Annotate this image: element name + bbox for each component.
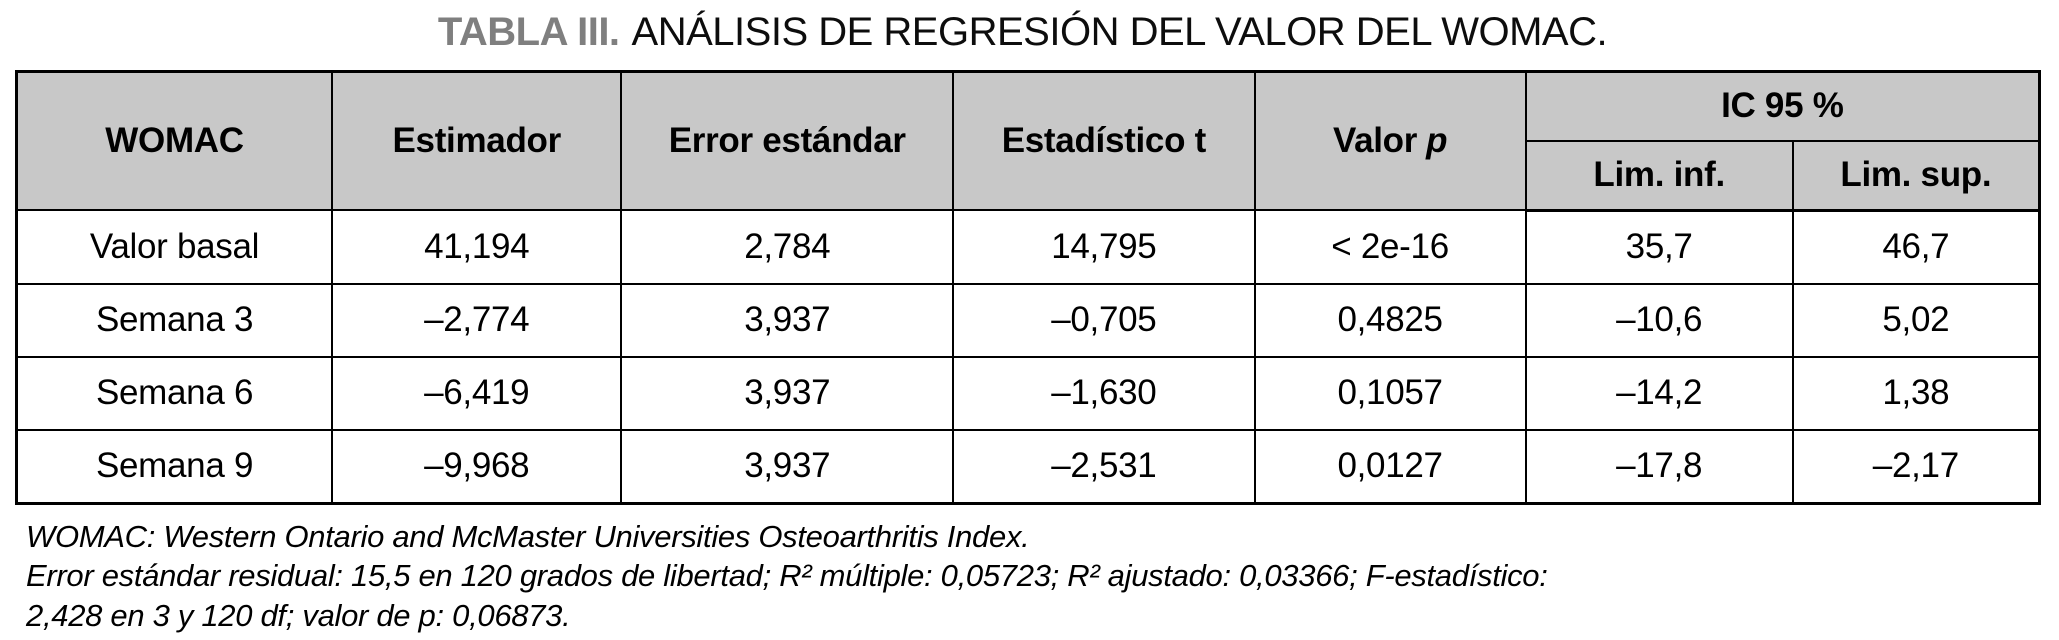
table-title-text: ANÁLISIS DE REGRESIÓN DEL VALOR DEL WOMA… [631, 10, 1608, 54]
table-row-semana-3: Semana 3 –2,774 3,937 –0,705 0,4825 –10,… [15, 282, 2041, 358]
header-valor-p: Valor p [1253, 70, 1527, 211]
cell-lim-sup: –2,17 [1791, 428, 2041, 504]
cell-estimador: 41,194 [331, 209, 623, 285]
cell-lim-sup: 5,02 [1791, 282, 2041, 358]
footnote-regression-stats-line1: Error estándar residual: 15,5 en 120 gra… [26, 558, 1548, 593]
cell-error-estandar: 3,937 [620, 428, 955, 504]
cell-estadistico-t: –2,531 [952, 428, 1256, 504]
header-lim-sup: Lim. sup. [1791, 139, 2041, 212]
header-valor-p-prefix: Valor [1332, 121, 1418, 160]
cell-row-label: Valor basal [15, 209, 334, 285]
cell-valor-p: 0,0127 [1253, 428, 1527, 504]
header-ic95: IC 95 % [1524, 70, 2041, 142]
cell-error-estandar: 3,937 [620, 355, 955, 431]
cell-lim-sup: 1,38 [1791, 355, 2041, 431]
cell-row-label: Semana 9 [15, 428, 334, 504]
cell-lim-inf: 35,7 [1524, 209, 1794, 285]
cell-lim-inf: –14,2 [1524, 355, 1794, 431]
cell-valor-p: 0,1057 [1253, 355, 1527, 431]
cell-row-label: Semana 3 [15, 282, 334, 358]
header-row-main: WOMAC Estimador Error estándar Estadísti… [15, 70, 2041, 211]
header-valor-p-symbol: p [1426, 121, 1448, 160]
table-title: TABLA III. ANÁLISIS DE REGRESIÓN DEL VALO… [0, 0, 2045, 55]
header-estimador: Estimador [331, 70, 623, 211]
cell-estimador: –9,968 [331, 428, 623, 504]
header-row-sub: Lim. inf. Lim. sup. [17, 139, 2041, 212]
cell-estimador: –2,774 [331, 282, 623, 358]
cell-row-label: Semana 6 [15, 355, 334, 431]
table-row-valor-basal: Valor basal 41,194 2,784 14,795 < 2e-16 … [15, 209, 2041, 285]
table-body: Valor basal 41,194 2,784 14,795 < 2e-16 … [15, 209, 2041, 504]
table-row-semana-6: Semana 6 –6,419 3,937 –1,630 0,1057 –14,… [15, 355, 2041, 431]
header-error-estandar: Error estándar [620, 70, 955, 211]
cell-estadistico-t: –1,630 [952, 355, 1256, 431]
table-number-label: TABLA III. [437, 10, 620, 54]
cell-error-estandar: 3,937 [620, 282, 955, 358]
header-lim-inf: Lim. inf. [1524, 139, 1794, 212]
table-row-semana-9: Semana 9 –9,968 3,937 –2,531 0,0127 –17,… [15, 428, 2041, 504]
cell-estadistico-t: 14,795 [952, 209, 1256, 285]
cell-lim-inf: –10,6 [1524, 282, 1794, 358]
cell-valor-p: 0,4825 [1253, 282, 1527, 358]
regression-table: WOMAC Estimador Error estándar Estadísti… [15, 70, 2041, 505]
header-womac: WOMAC [15, 70, 334, 211]
table-header: WOMAC Estimador Error estándar Estadísti… [15, 70, 2041, 212]
header-estadistico-t: Estadístico t [952, 70, 1256, 211]
table-footnotes: WOMAC: Western Ontario and McMaster Univ… [26, 517, 2059, 636]
cell-lim-inf: –17,8 [1524, 428, 1794, 504]
footnote-regression-stats-line2: 2,428 en 3 y 120 df; valor de p: 0,06873… [26, 597, 571, 633]
cell-estimador: –6,419 [331, 355, 623, 431]
cell-estadistico-t: –0,705 [952, 282, 1256, 358]
cell-error-estandar: 2,784 [620, 209, 955, 285]
cell-lim-sup: 46,7 [1791, 209, 2041, 285]
footnote-womac-definition: WOMAC: Western Ontario and McMaster Univ… [26, 518, 1030, 554]
cell-valor-p: < 2e-16 [1253, 209, 1527, 285]
